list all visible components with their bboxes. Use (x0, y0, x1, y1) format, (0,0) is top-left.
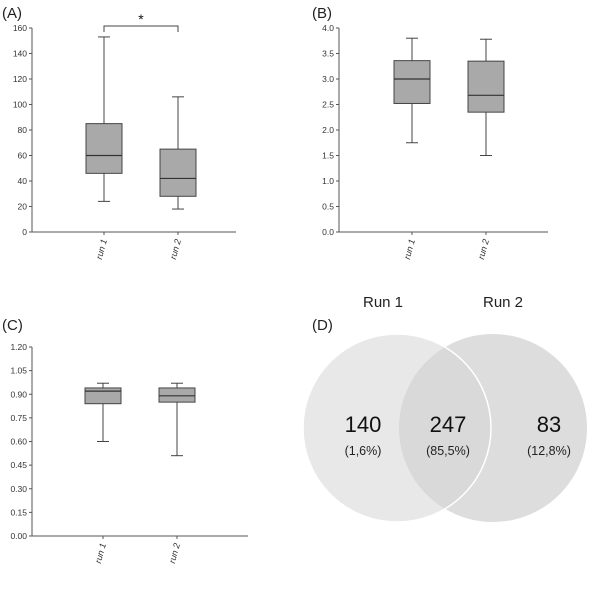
category-label: run 2 (168, 238, 183, 260)
y-tick-label: 40 (18, 176, 28, 186)
y-tick-label: 120 (13, 74, 27, 84)
box-run-2 (158, 387, 196, 403)
venn-region-count: 83 (537, 412, 561, 437)
y-tick-label: 0.30 (10, 484, 27, 494)
category-label: run 1 (94, 238, 109, 260)
y-tick-label: 1.20 (10, 342, 27, 352)
category-label: run 2 (476, 238, 491, 260)
panel-label: (A) (2, 5, 22, 22)
significance-marker: * (138, 11, 144, 27)
y-tick-label: 0.90 (10, 389, 27, 399)
significance-bracket (103, 25, 179, 32)
y-tick-label: 4.0 (322, 23, 334, 33)
venn-set-label: Run 1 (363, 294, 403, 311)
category-label: run 2 (167, 542, 182, 564)
venn-region-percent: (12,8%) (527, 444, 571, 458)
venn-region-percent: (85,5%) (426, 444, 470, 458)
panel-label: (B) (312, 5, 332, 22)
y-tick-label: 1.0 (322, 176, 334, 186)
y-tick-label: 140 (13, 49, 27, 59)
venn-set-label: Run 2 (483, 294, 523, 311)
y-tick-label: 0 (22, 227, 27, 237)
y-tick-label: 80 (18, 125, 28, 135)
venn-circle-run-2 (399, 334, 587, 522)
venn-circle-outline (302, 333, 492, 523)
panel-label: (D) (312, 317, 333, 334)
venn-region-count: 247 (430, 412, 467, 437)
y-tick-label: 3.0 (322, 74, 334, 84)
y-tick-label: 0.15 (10, 507, 27, 517)
y-tick-label: 2.5 (322, 100, 334, 110)
y-tick-label: 0.60 (10, 437, 27, 447)
category-label: run 1 (93, 542, 108, 564)
y-tick-label: 0.0 (322, 227, 334, 237)
box-run-1 (84, 387, 122, 405)
category-label: run 1 (402, 238, 417, 260)
y-tick-label: 60 (18, 151, 28, 161)
y-tick-label: 0.75 (10, 413, 27, 423)
y-tick-label: 2.0 (322, 125, 334, 135)
box-run-1 (85, 123, 123, 174)
venn-region-count: 140 (345, 412, 382, 437)
box-run-2 (467, 60, 505, 113)
y-tick-label: 0.5 (322, 202, 334, 212)
y-tick-label: 1.5 (322, 151, 334, 161)
y-tick-label: 160 (13, 23, 27, 33)
box-run-2 (159, 148, 197, 197)
y-tick-label: 0.00 (10, 531, 27, 541)
y-tick-label: 3.5 (322, 49, 334, 59)
box-run-1 (393, 60, 431, 104)
y-tick-label: 1.05 (10, 366, 27, 376)
y-tick-label: 0.45 (10, 460, 27, 470)
panel-label: (C) (2, 317, 23, 334)
y-tick-label: 20 (18, 202, 28, 212)
y-tick-label: 100 (13, 100, 27, 110)
venn-region-percent: (1,6%) (345, 444, 382, 458)
